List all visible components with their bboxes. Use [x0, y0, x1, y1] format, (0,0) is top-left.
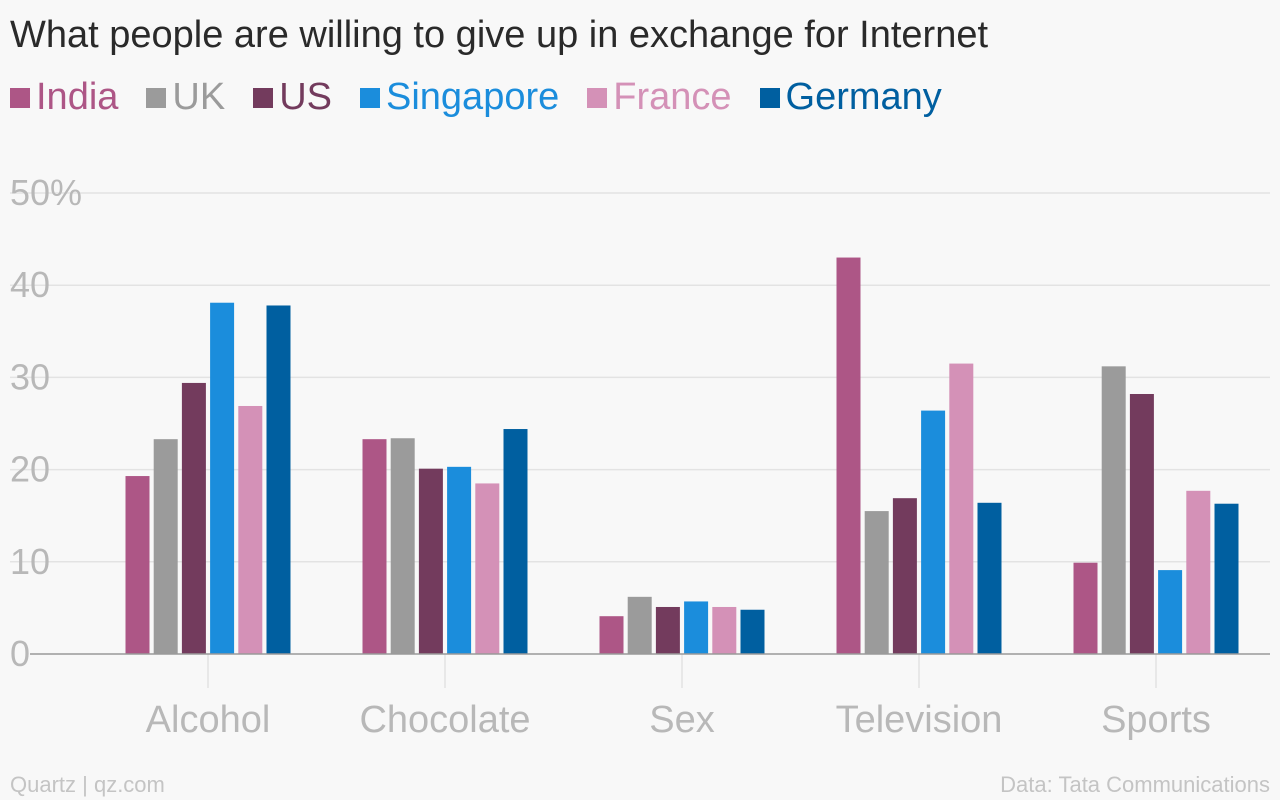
bar-france-television	[949, 363, 974, 654]
legend-item-india: India	[10, 76, 118, 119]
x-tick-label: Sports	[1101, 699, 1211, 741]
bar-us-chocolate	[418, 468, 443, 654]
legend-label: France	[613, 76, 732, 118]
bar-singapore-sex	[684, 601, 709, 654]
bar-uk-alcohol	[153, 439, 178, 654]
bar-india-sex	[599, 616, 624, 654]
legend-swatch	[360, 87, 380, 108]
bar-uk-television	[864, 511, 889, 654]
bar-india-television	[836, 257, 861, 654]
bar-germany-sports	[1214, 503, 1239, 654]
legend-label: India	[36, 76, 119, 118]
legend-swatch	[759, 87, 780, 108]
footer-credit: Quartz | qz.com	[10, 772, 165, 797]
legend-swatch	[587, 87, 608, 108]
legend-item-uk: UK	[146, 76, 225, 119]
legend-label: UK	[172, 76, 226, 118]
bar-us-alcohol	[181, 382, 206, 654]
bar-us-sex	[655, 606, 680, 654]
y-tick-label: 30	[10, 356, 50, 397]
bar-india-alcohol	[125, 476, 150, 654]
bar-uk-sex	[627, 596, 652, 654]
bar-singapore-alcohol	[210, 302, 235, 654]
bar-singapore-chocolate	[447, 466, 472, 654]
legend-item-france: France	[587, 76, 732, 119]
legend-swatch	[253, 87, 274, 108]
y-tick-label: 40	[10, 264, 50, 305]
legend-label: Singapore	[386, 76, 560, 118]
bar-france-sports	[1186, 490, 1211, 654]
footer-source: Data: Tata Communications	[1000, 772, 1270, 797]
x-tick-label: Television	[836, 699, 1003, 741]
bar-germany-alcohol	[266, 305, 291, 654]
bar-germany-television	[977, 502, 1002, 654]
bar-us-sports	[1129, 393, 1154, 654]
legend-swatch	[10, 87, 30, 108]
legend-swatch	[146, 87, 167, 108]
y-tick-label: 50%	[10, 172, 82, 213]
bar-india-sports	[1073, 562, 1098, 654]
bar-france-sex	[712, 606, 737, 654]
y-tick-label: 10	[10, 541, 50, 582]
legend-item-singapore: Singapore	[360, 76, 559, 119]
bar-uk-sports	[1101, 366, 1126, 654]
bar-singapore-television	[921, 410, 946, 654]
y-tick-label: 0	[10, 633, 30, 674]
bar-france-alcohol	[238, 405, 263, 654]
legend-item-germany: Germany	[759, 76, 942, 119]
legend-item-us: US	[253, 76, 332, 119]
bar-uk-chocolate	[390, 438, 415, 654]
x-tick-label: Chocolate	[359, 699, 530, 741]
bar-india-chocolate	[362, 439, 387, 654]
bar-singapore-sports	[1158, 570, 1183, 654]
legend: India UK US Singapore France Germany	[10, 76, 970, 119]
y-tick-label: 20	[10, 449, 50, 490]
x-tick-label: Alcohol	[146, 699, 271, 741]
x-tick-label: Sex	[649, 699, 714, 741]
bar-us-television	[892, 498, 917, 654]
legend-label: Germany	[785, 76, 942, 118]
bar-germany-sex	[740, 609, 765, 654]
bar-france-chocolate	[475, 483, 500, 654]
bar-germany-chocolate	[503, 429, 528, 654]
legend-label: US	[279, 76, 332, 118]
chart-title: What people are willing to give up in ex…	[10, 14, 989, 56]
